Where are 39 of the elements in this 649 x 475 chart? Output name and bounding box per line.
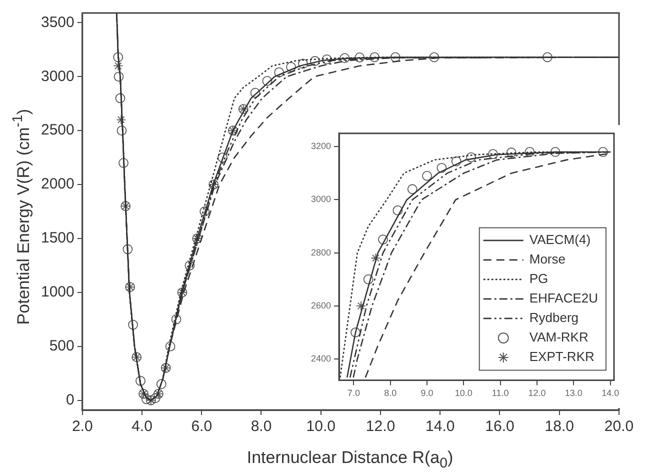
y-tick-label: 3000 — [310, 194, 332, 204]
y-tick-label: 2400 — [310, 353, 332, 364]
x-tick-label: 13.0 — [564, 388, 582, 398]
x-tick-label: 10.0 — [454, 388, 472, 398]
y-tick-label: 3000 — [40, 68, 74, 85]
y-tick-label: 1000 — [40, 284, 74, 301]
y-tick-label: 500 — [49, 337, 74, 354]
y-tick-label: 2800 — [310, 247, 332, 258]
legend-label: Rydberg — [529, 310, 579, 326]
x-tick-label: 18.0 — [544, 418, 574, 436]
x-axis-title: Internuclear Distance R(a$_{0}$) — [246, 448, 454, 472]
y-tick-label: 2000 — [40, 176, 74, 193]
x-tick-label: 8.0 — [384, 388, 397, 398]
x-tick-label: 14.0 — [426, 418, 455, 436]
x-tick-label: 11.0 — [492, 388, 509, 398]
x-tick-label: 12.0 — [528, 388, 546, 398]
legend-label: EXPT-RKR — [529, 349, 594, 364]
x-tick-label: 10.0 — [306, 418, 336, 436]
y-tick-label: 3200 — [310, 141, 332, 152]
y-tick-label: 1500 — [40, 230, 74, 247]
x-tick-label: 6.0 — [191, 418, 212, 436]
y-tick-label: 2600 — [310, 300, 332, 310]
x-tick-label: 8.0 — [250, 418, 272, 436]
y-tick-label: 2500 — [40, 122, 74, 139]
legend-label: EHFACE2U — [529, 290, 598, 306]
y-tick-label: 0 — [66, 391, 74, 408]
x-tick-label: 14.0 — [602, 388, 620, 398]
y-tick-label: 3500 — [40, 14, 74, 31]
x-tick-label: 16.0 — [485, 418, 514, 436]
legend-label: VAM-RKR — [529, 330, 588, 345]
legend-label: PG — [529, 271, 548, 286]
x-tick-label: 7.0 — [347, 388, 360, 398]
x-tick-label: 4.0 — [132, 418, 152, 436]
x-tick-label: 20.0 — [604, 418, 634, 436]
legend-label: VAECM(4) — [529, 232, 591, 248]
x-tick-label: 9.0 — [420, 388, 434, 398]
legend-label: Morse — [529, 252, 566, 267]
x-tick-label: 2.0 — [72, 418, 93, 436]
x-tick-label: 12.0 — [366, 418, 396, 436]
